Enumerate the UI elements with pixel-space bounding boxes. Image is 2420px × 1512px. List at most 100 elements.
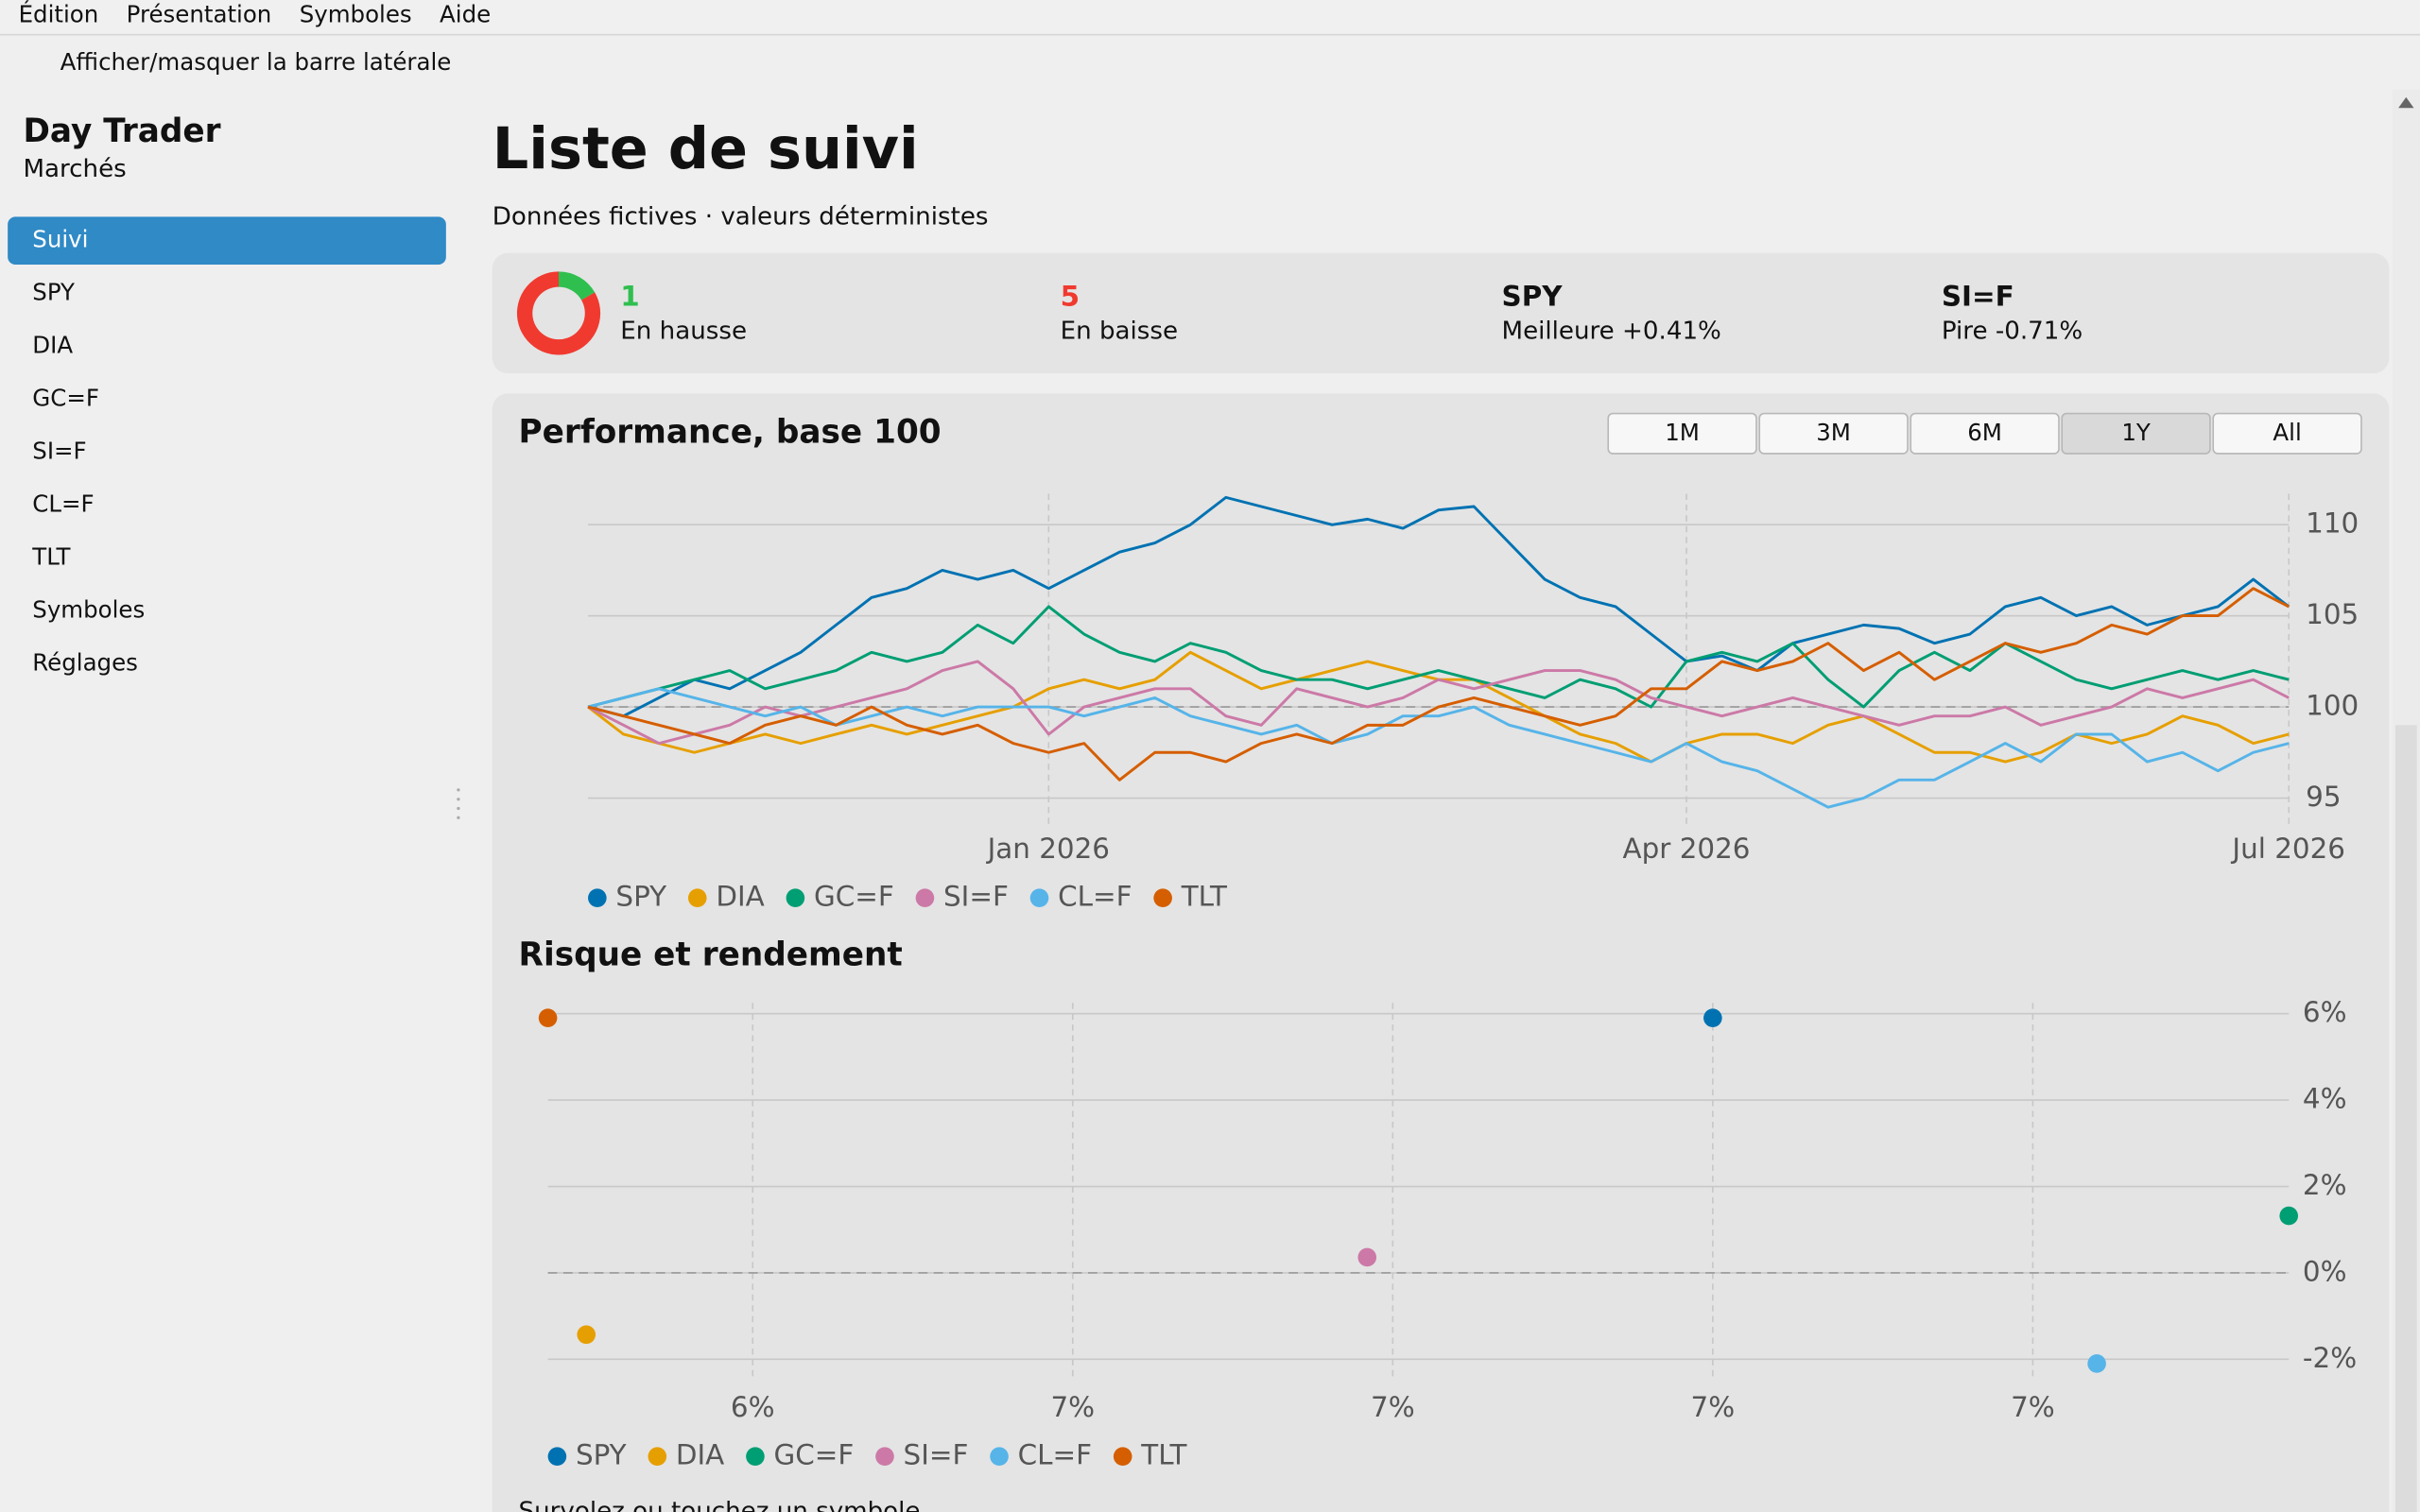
legend-label: SI=F	[943, 881, 1009, 913]
scroll-thumb[interactable]	[2394, 725, 2417, 1512]
chart-title: Performance, base 100	[519, 413, 942, 451]
nav-item[interactable]: GC=F	[32, 385, 99, 412]
legend-label: GC=F	[814, 881, 894, 913]
x-tick-label: 7%	[1371, 1391, 1415, 1423]
nav-item[interactable]: DIA	[32, 332, 73, 359]
menu-item[interactable]: Édition	[19, 0, 99, 27]
legend-swatch	[915, 888, 935, 907]
range-button-label[interactable]: 3M	[1816, 419, 1851, 446]
scatter-point[interactable]	[577, 1325, 596, 1345]
y-tick-label: 6%	[2303, 996, 2347, 1028]
legend-label: CL=F	[1018, 1439, 1092, 1471]
range-button[interactable]	[1910, 412, 2060, 455]
legend-label: SPY	[615, 881, 666, 913]
legend-label: CL=F	[1058, 881, 1132, 913]
y-tick-label: 95	[2306, 781, 2341, 813]
range-button-label[interactable]: 1Y	[2121, 419, 2151, 446]
y-tick-label: 110	[2306, 507, 2359, 540]
sidebar-toggle[interactable]: Afficher/masquer la barre latérale	[60, 48, 452, 76]
down-label: En baisse	[1061, 318, 1178, 346]
worst-label: Pire -0.71%	[1942, 318, 2083, 346]
legend-swatch	[1113, 1447, 1132, 1467]
legend-swatch	[687, 888, 707, 907]
splitter-dot	[457, 798, 460, 801]
donut-down	[516, 271, 601, 355]
range-button-label[interactable]: 1M	[1665, 419, 1700, 446]
scatter-point[interactable]	[1357, 1247, 1377, 1267]
x-tick-label: Apr 2026	[1623, 833, 1751, 865]
splitter-dot	[457, 816, 460, 819]
legend-swatch	[648, 1447, 667, 1467]
footer-hint: Survolez ou touchez un symbole	[519, 1497, 921, 1512]
nav-item[interactable]: Suivi	[32, 226, 88, 253]
legend-label: TLT	[1140, 1439, 1187, 1471]
best-label: Meilleure +0.41%	[1502, 318, 1721, 346]
up-label: En hausse	[620, 318, 747, 346]
series-line	[587, 687, 2290, 809]
best-symbol: SPY	[1502, 281, 1564, 313]
nav-item[interactable]: SPY	[32, 279, 75, 306]
menu-item[interactable]: Symboles	[300, 0, 412, 27]
page-subtitle: Données fictives · valeurs déterministes	[493, 203, 989, 232]
y-tick-label: 105	[2306, 598, 2359, 630]
scatter-point[interactable]	[2087, 1354, 2106, 1373]
y-tick-label: 100	[2306, 690, 2359, 722]
y-tick-label: 2%	[2303, 1169, 2347, 1201]
scatter-point[interactable]	[1703, 1008, 1722, 1028]
range-button-label[interactable]: 6M	[1967, 419, 2002, 446]
chart-title: Risque et rendement	[519, 936, 903, 974]
worst-symbol: SI=F	[1942, 281, 2014, 313]
nav-selected	[8, 216, 446, 265]
chart-card	[492, 393, 2390, 1512]
x-tick-label: 7%	[1691, 1391, 1736, 1423]
summary-card	[492, 252, 2390, 374]
x-tick-label: 6%	[731, 1391, 775, 1423]
range-button[interactable]	[1758, 412, 1909, 455]
range-button[interactable]	[1607, 412, 1757, 455]
scatter-point[interactable]	[2279, 1206, 2299, 1226]
splitter-dot	[457, 806, 460, 811]
legend-label: GC=F	[774, 1439, 855, 1471]
legend-label: DIA	[716, 881, 764, 913]
legend-swatch	[990, 1447, 1009, 1467]
legend-label: DIA	[676, 1439, 724, 1471]
page-title: Liste de suivi	[493, 116, 919, 182]
scatter-point[interactable]	[538, 1008, 558, 1028]
menu-item[interactable]: Aide	[440, 0, 491, 27]
x-tick-label: Jul 2026	[2230, 833, 2345, 865]
legend-swatch	[746, 1447, 765, 1467]
app-subtitle: Marchés	[23, 155, 126, 183]
range-button-label[interactable]: All	[2273, 419, 2301, 446]
y-tick-label: -2%	[2303, 1342, 2357, 1374]
x-tick-label: 7%	[1050, 1391, 1095, 1423]
menu-item[interactable]: Présentation	[127, 0, 272, 27]
legend-swatch	[547, 1447, 567, 1467]
range-button[interactable]	[2061, 412, 2211, 455]
splitter-dot	[457, 788, 460, 792]
y-tick-label: 0%	[2303, 1255, 2347, 1287]
range-button[interactable]	[2212, 412, 2362, 455]
nav-item[interactable]: Symboles	[32, 596, 145, 624]
legend-label: SI=F	[904, 1439, 969, 1471]
legend-swatch	[588, 888, 607, 907]
nav-item[interactable]: SI=F	[32, 438, 86, 465]
y-tick-label: 4%	[2303, 1083, 2347, 1115]
donut-up	[558, 271, 596, 301]
series-line	[587, 587, 2290, 782]
splitter-handle[interactable]	[457, 788, 460, 819]
down-count: 5	[1061, 281, 1080, 313]
legend-label: SPY	[576, 1439, 627, 1471]
series-line	[587, 660, 2290, 746]
scroll-up-arrow[interactable]	[2398, 96, 2414, 109]
up-count: 1	[620, 281, 639, 313]
menu-bar	[0, 0, 2420, 34]
legend-swatch	[1153, 888, 1172, 907]
x-tick-label: Jan 2026	[986, 833, 1110, 865]
app-title: Day Trader	[23, 112, 220, 150]
nav-item[interactable]: Réglages	[32, 649, 138, 677]
nav-item[interactable]: CL=F	[32, 490, 94, 518]
legend-swatch	[1029, 888, 1049, 907]
series-line	[587, 495, 2290, 718]
nav-item[interactable]: TLT	[31, 543, 71, 571]
